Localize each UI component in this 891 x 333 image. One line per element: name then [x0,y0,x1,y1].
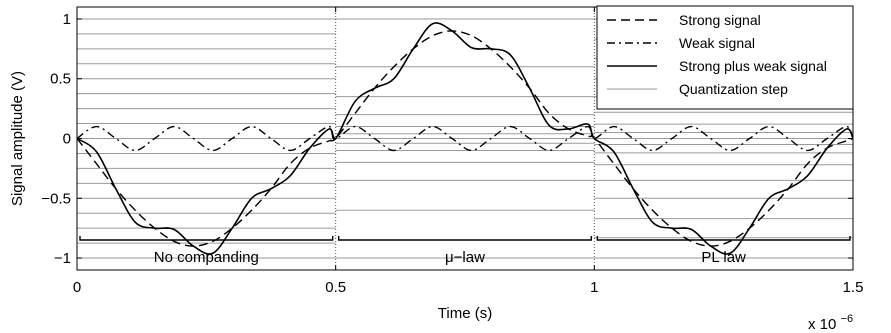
legend-entry: Strong plus weak signal [679,58,827,74]
y-tick-label: 0 [63,131,71,148]
x-axis-multiplier: x 10 −6 [808,313,853,333]
x-tick-label: 1.5 [843,279,864,296]
x-tick-label: 1 [590,279,598,296]
segment-bracket [596,236,851,241]
legend-entry: Quantization step [679,81,788,97]
segment-bracket [79,236,334,241]
x-tick-label: 0 [73,279,81,296]
y-tick-label: −1 [54,250,71,267]
y-tick-label: 1 [63,11,71,28]
legend-entry: Strong signal [679,12,761,28]
y-tick-label: −0.5 [41,190,71,207]
x-tick-label: 0.5 [325,279,346,296]
series-line-strong-signal [76,30,854,247]
legend: Strong signal Weak signal Strong plus weak… [596,5,854,110]
legend-entry: Weak signal [679,35,755,51]
segment-brackets: No companding μ−law PL law [79,236,851,266]
segment-bracket [337,236,593,241]
y-tick-label: 0.5 [50,71,71,88]
x-axis-multiplier-exponent: −6 [841,313,854,325]
axis-ticks: 0 0.5 1 1.5 −1 −0.5 0 0.5 1 [41,7,863,296]
segment-label: PL law [701,249,746,266]
legend-box [596,5,854,110]
segment-label: No companding [154,249,259,266]
series-line-strong-plus-weak-signal [76,22,854,255]
x-axis-multiplier-base: x 10 [808,316,836,333]
y-axis-label: Signal amplitude (V) [9,71,26,206]
segment-dividers [335,7,595,270]
series-line-weak-signal [76,125,854,152]
segment-label: μ−law [445,249,485,266]
x-axis-label: Time (s) [438,305,492,322]
series-lines [76,22,854,255]
